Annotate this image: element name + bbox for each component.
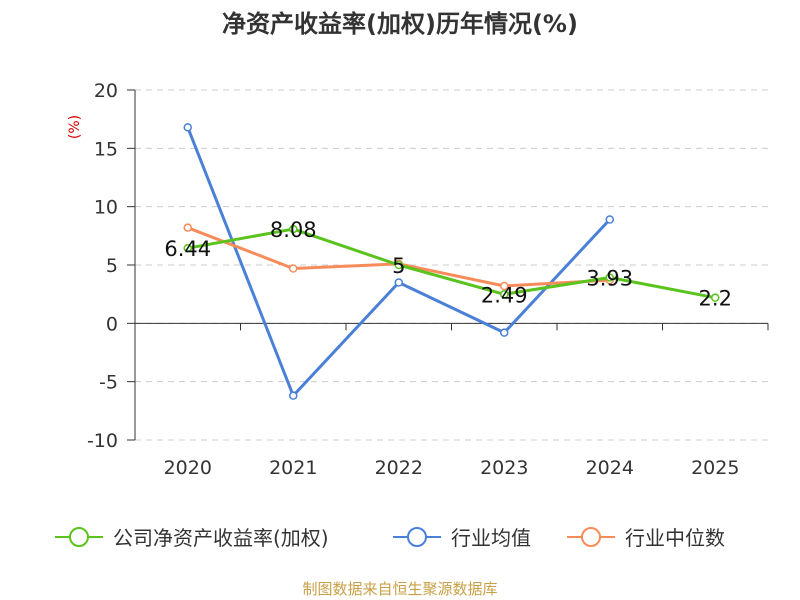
data-point — [289, 391, 298, 400]
y-tick-label: 0 — [106, 313, 118, 335]
data-point — [500, 328, 509, 337]
legend-label-1: 行业均值 — [451, 526, 531, 550]
legend-marker-0 — [69, 527, 89, 547]
data-point — [394, 260, 403, 270]
x-tick-label: 2020 — [164, 457, 212, 479]
x-tick-label: 2025 — [691, 457, 739, 479]
data-point — [500, 290, 509, 299]
data-point — [605, 273, 614, 282]
y-tick-label: 15 — [94, 138, 118, 160]
data-point — [183, 243, 192, 253]
y-tick-label: 10 — [94, 197, 118, 219]
data-label: 2.2 — [699, 287, 732, 311]
x-tick-label: 2023 — [480, 457, 528, 479]
legend-label-2: 行业中位数 — [625, 526, 725, 550]
chart-title: 净资产收益率(加权)历年情况(%) — [222, 10, 578, 38]
data-point — [711, 293, 720, 302]
y-tick-label: 20 — [94, 80, 118, 102]
x-tick-label: 2024 — [586, 457, 634, 479]
x-tick-label: 2021 — [269, 457, 317, 479]
y-tick-label: -5 — [99, 372, 118, 394]
data-point — [183, 223, 192, 232]
y-axis-label: (%) — [67, 115, 83, 139]
data-point — [183, 123, 192, 132]
data-source-note: 制图数据来自恒生聚源数据库 — [302, 580, 498, 598]
series-line-0 — [187, 227, 716, 300]
data-point — [289, 224, 298, 234]
legend-marker-2 — [581, 527, 601, 547]
data-label: 2.49 — [481, 283, 528, 307]
data-label: 5 — [392, 254, 405, 278]
y-tick-label: 5 — [106, 255, 118, 277]
data-point — [394, 278, 403, 287]
y-tick-label: -10 — [87, 430, 118, 452]
data-label: 3.93 — [586, 266, 633, 290]
data-label: 8.08 — [270, 218, 317, 242]
legend-label-0: 公司净资产收益率(加权) — [113, 526, 329, 550]
data-point — [289, 264, 298, 273]
x-tick-label: 2022 — [375, 457, 423, 479]
data-label: 6.44 — [164, 237, 211, 261]
legend-marker-1 — [407, 527, 427, 547]
data-point — [500, 281, 509, 291]
data-point — [605, 215, 614, 224]
